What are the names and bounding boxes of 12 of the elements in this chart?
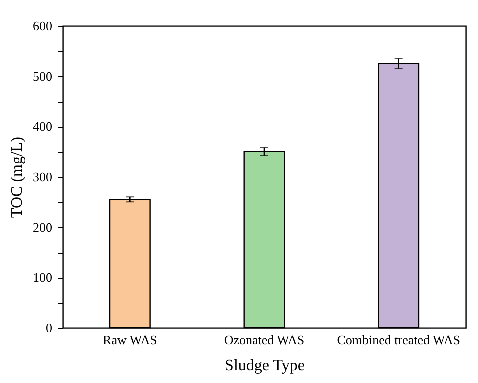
y-tick-label: 400 bbox=[33, 119, 52, 134]
x-tick-label: Combined treated WAS bbox=[337, 332, 460, 348]
y-tick-label: 100 bbox=[33, 270, 52, 286]
y-tick-label: 600 bbox=[33, 18, 52, 34]
x-tick-label: Ozonated WAS bbox=[224, 332, 305, 348]
y-tick-label: 300 bbox=[33, 170, 52, 184]
x-tick-label: Raw WAS bbox=[103, 332, 158, 348]
y-tick-label: 200 bbox=[33, 220, 52, 235]
y-tick-label: 0 bbox=[46, 320, 52, 336]
x-axis-title: Sludge Type bbox=[225, 358, 305, 374]
y-axis-title: TOC (mg/L) bbox=[9, 136, 26, 218]
y-tick-label: 500 bbox=[33, 68, 52, 84]
